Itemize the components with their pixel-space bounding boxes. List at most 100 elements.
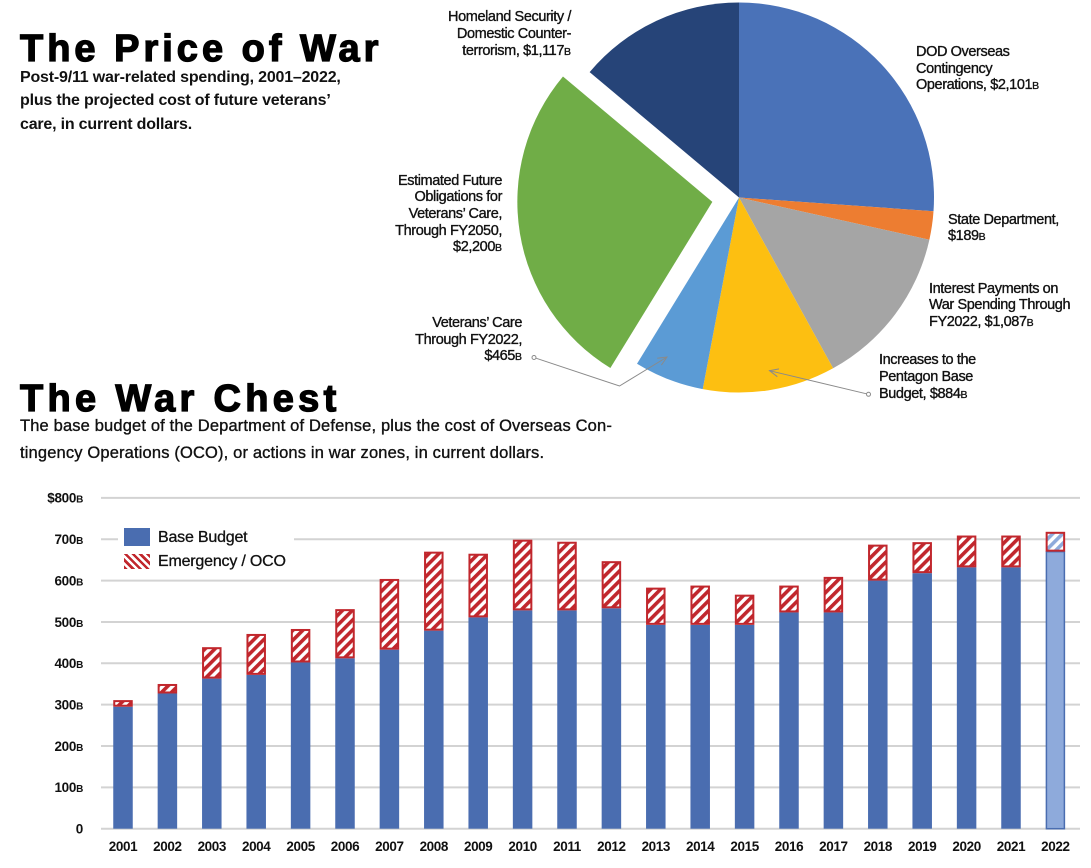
- slice-value: $465: [484, 348, 515, 365]
- y-tick-unit: B: [76, 743, 83, 754]
- pie-label-interest-payments: Interest Payments on War Spending Throug…: [929, 280, 1071, 332]
- label-line: terrorism, $1,117B: [448, 43, 571, 61]
- x-tick-label: 2021: [997, 839, 1026, 854]
- slice-unit: B: [563, 45, 571, 58]
- bar-oco-2014: [690, 585, 710, 625]
- y-tick-unit: B: [76, 577, 83, 588]
- bar-base-2014: [690, 624, 710, 829]
- leader-dot-pentagon: [866, 391, 871, 397]
- pie-slice-future-veterans-obligations: [517, 76, 713, 369]
- slice-value: $2,101: [990, 77, 1033, 94]
- bar-base-2015: [734, 624, 755, 829]
- label-line: Increases to the: [879, 352, 977, 369]
- pie-label-veterans-care-2022: Veterans’ Care Through FY2022, $465B: [415, 315, 523, 366]
- y-tick-value: 500: [54, 615, 76, 630]
- label-text: Operations,: [916, 77, 987, 94]
- y-tick-unit: B: [76, 495, 83, 506]
- bar-base-2017: [823, 612, 844, 829]
- bar-base-2013: [646, 624, 666, 829]
- bar-base-2018: [868, 580, 888, 829]
- label-line: Contingency: [916, 60, 993, 77]
- slice-unit: B: [960, 388, 968, 401]
- x-tick-label: 2006: [331, 839, 360, 854]
- slice-unit: B: [978, 231, 986, 244]
- subtitle-line: care, in current dollars.: [20, 115, 192, 133]
- y-tick-unit: B: [76, 619, 83, 630]
- bar-oco-2020: [956, 535, 977, 568]
- y-tick-label: $800B: [47, 491, 83, 506]
- x-tick-label: 2004: [242, 839, 271, 854]
- bar-base-2020: [956, 567, 977, 829]
- label-line: Estimated Future: [397, 172, 503, 189]
- slice-value: $884: [929, 385, 961, 402]
- bar-oco-2013: [646, 587, 666, 625]
- bar-oco-2022: [1045, 531, 1066, 552]
- label-line: $2,200B: [395, 239, 502, 257]
- slice-unit: B: [494, 242, 502, 255]
- bar-oco-2005: [290, 628, 311, 663]
- x-tick-label: 2010: [508, 839, 536, 854]
- bar-base-2006: [335, 658, 355, 829]
- bar-oco-2017: [823, 576, 844, 613]
- label-text: Budget,: [879, 385, 927, 402]
- x-tick-label: 2008: [420, 839, 449, 854]
- slice-value: $1,117: [523, 42, 565, 59]
- x-tick-label: 2017: [819, 839, 847, 854]
- bar-base-2001: [113, 706, 133, 829]
- slice-value: $1,087: [984, 314, 1027, 330]
- label-line: DOD Overseas: [916, 44, 1010, 60]
- x-tick-label: 2007: [375, 839, 403, 854]
- bar-base-2022: [1045, 550, 1066, 830]
- x-tick-label: 2003: [198, 839, 227, 854]
- subtitle-line: plus the projected cost of future vetera…: [20, 92, 331, 109]
- pie-slice-veterans-care-2022: [637, 197, 739, 390]
- bar-oco-2004: [246, 633, 266, 675]
- label-line: $465B: [415, 348, 522, 366]
- bar-oco-2003: [202, 647, 222, 679]
- leader-dot-veterans: [531, 355, 537, 360]
- label-line: Operations, $2,101B: [916, 77, 1040, 95]
- bar-base-2003: [202, 678, 222, 829]
- bar-chart-subtitle: The base budget of the Department of Def…: [20, 413, 612, 467]
- pie-leader-lines: [531, 355, 871, 397]
- x-tick-label: 2016: [775, 839, 804, 854]
- pie-chart-title: The Price of War: [19, 28, 383, 70]
- slice-unit: B: [1026, 317, 1034, 329]
- bar-base-2011: [557, 610, 577, 829]
- pie-label-homeland-security: Homeland Security / Domestic Counter- te…: [448, 9, 572, 61]
- bar-oco-2011: [557, 541, 577, 611]
- x-tick-label: 2005: [286, 839, 315, 854]
- subtitle-line: tingency Operations (OCO), or actions in…: [20, 444, 545, 462]
- bar-oco-2006: [335, 609, 355, 659]
- label-line: $189B: [948, 228, 1059, 246]
- pie-label-dod-oco: DOD Overseas Contingency Operations, $2,…: [916, 44, 1040, 95]
- pie-chart: [517, 2, 934, 393]
- y-tick-unit: B: [76, 536, 83, 547]
- x-tick-label: 2011: [553, 839, 582, 854]
- pie-label-state-department: State Department, $189B: [948, 211, 1060, 246]
- label-line: State Department,: [948, 211, 1060, 228]
- x-tick-label: 2020: [952, 839, 980, 854]
- leader-line-pentagon: [770, 371, 867, 395]
- bar-chart-x-axis: 2001 2002 2003 2004 2005 2006 2007 2008 2009 2010…: [109, 839, 1070, 854]
- bar-oco-2001: [113, 700, 133, 707]
- pie-slice-interest-payments: [739, 197, 930, 369]
- bar-base-2002: [157, 693, 178, 829]
- slice-value: $189: [948, 228, 979, 245]
- pie-chart-subtitle: Post-9/11 war-related spending, 2001–202…: [20, 66, 341, 137]
- label-line: Interest Payments on: [929, 280, 1059, 297]
- label-text: FY2022,: [929, 314, 982, 330]
- y-tick-unit: B: [76, 701, 83, 712]
- x-tick-label: 2013: [642, 839, 671, 854]
- y-tick-value: $800: [47, 491, 76, 506]
- pie-slice-homeland-security: [589, 2, 739, 198]
- bar-oco-2016: [779, 585, 799, 613]
- label-line: Through FY2050,: [395, 222, 503, 239]
- x-tick-label: 2001: [109, 839, 138, 854]
- legend-swatch-emergency-oco: [124, 554, 150, 569]
- bar-base-2004: [246, 674, 266, 829]
- pie-slice-pentagon-base-increases: [702, 197, 834, 393]
- legend-label: Base Budget: [158, 528, 248, 546]
- bar-oco-2007: [379, 578, 400, 650]
